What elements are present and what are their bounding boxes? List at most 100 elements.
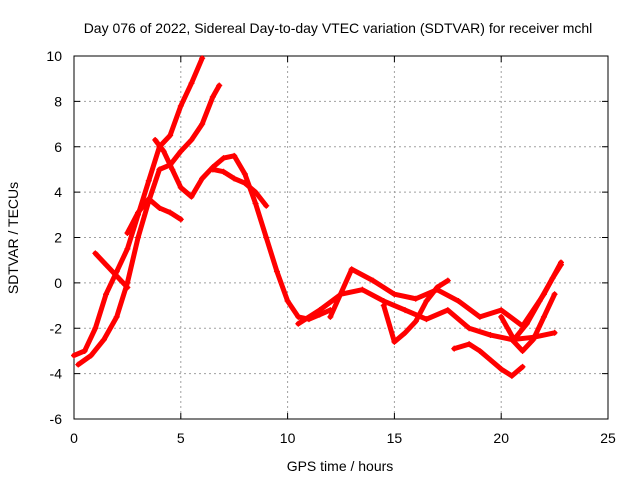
data-point	[295, 320, 302, 327]
data-point	[284, 298, 291, 305]
data-point	[71, 352, 77, 359]
y-tick-label: 4	[54, 184, 62, 200]
y-tick-label: 2	[54, 230, 62, 246]
data-point	[169, 166, 176, 173]
data-point	[549, 275, 556, 282]
y-tick-label: -4	[50, 366, 63, 382]
series-sat-c	[152, 136, 334, 323]
data-point	[498, 313, 505, 320]
series-sat-e	[209, 166, 270, 209]
data-point	[476, 347, 483, 354]
data-point	[199, 121, 206, 128]
data-point	[220, 168, 227, 175]
data-point	[220, 155, 227, 162]
data-point	[536, 298, 543, 305]
series-sat-j	[451, 341, 526, 379]
data-point	[92, 250, 99, 257]
y-tick-label: 8	[54, 93, 62, 109]
data-point	[252, 189, 259, 196]
series-trace	[152, 137, 333, 322]
data-point	[348, 266, 355, 273]
data-point	[177, 216, 184, 223]
data-point	[188, 80, 195, 87]
data-point	[231, 175, 238, 182]
data-point	[199, 175, 206, 182]
data-point	[498, 366, 505, 373]
data-point	[209, 166, 216, 173]
data-point	[145, 177, 152, 184]
series-sat-k	[498, 261, 565, 343]
y-tick-label: 6	[54, 139, 62, 155]
data-point	[359, 286, 366, 293]
axis-ticks	[73, 55, 609, 420]
data-point	[152, 136, 159, 143]
data-point	[412, 295, 419, 302]
data-point	[156, 205, 163, 212]
data-point	[466, 325, 473, 332]
series-trace	[92, 250, 130, 290]
data-point	[135, 209, 142, 216]
data-point	[103, 261, 110, 268]
data-point	[88, 352, 95, 359]
data-point	[113, 273, 120, 280]
y-tick-label: -6	[50, 411, 63, 427]
data-point	[402, 307, 409, 314]
data-point	[487, 332, 494, 339]
data-point	[455, 298, 462, 305]
data-point	[273, 268, 280, 275]
x-tick-label: 0	[70, 430, 78, 446]
x-tick-label: 25	[600, 430, 616, 446]
data-point	[423, 298, 430, 305]
series-sat-f	[92, 250, 131, 291]
data-point	[177, 184, 184, 191]
data-point	[113, 313, 120, 320]
data-point	[167, 209, 174, 216]
data-point	[498, 307, 505, 314]
data-point	[199, 55, 206, 62]
data-point	[209, 93, 216, 100]
series-sat-d	[124, 195, 184, 236]
x-tick-label: 5	[177, 430, 185, 446]
data-point	[167, 132, 174, 139]
data-point	[519, 363, 526, 370]
data-point	[241, 170, 248, 177]
x-tick-label: 20	[493, 430, 509, 446]
data-point	[124, 245, 131, 252]
data-point	[508, 372, 515, 379]
series-trace	[75, 82, 222, 368]
data-point	[402, 329, 409, 336]
data-point	[75, 361, 82, 368]
data-point	[530, 336, 537, 343]
y-tick-label: 0	[54, 275, 62, 291]
data-point	[476, 313, 483, 320]
data-point	[177, 102, 184, 109]
data-point	[124, 229, 131, 236]
data-point	[370, 277, 377, 284]
data-point	[231, 152, 238, 159]
data-series	[71, 55, 565, 379]
y-tick-labels: -6 -4 -2 0 2 4 6 8 10	[46, 48, 62, 427]
data-point	[540, 313, 547, 320]
data-point	[295, 313, 302, 320]
x-tick-label: 10	[280, 430, 296, 446]
data-point	[444, 277, 451, 284]
data-point	[145, 195, 152, 202]
data-point	[523, 320, 530, 327]
data-point	[423, 316, 430, 323]
series-trace	[210, 166, 269, 209]
data-point	[519, 347, 526, 354]
data-point	[508, 336, 515, 343]
data-point	[444, 307, 451, 314]
data-point	[466, 341, 473, 348]
data-point	[263, 202, 270, 209]
data-point	[188, 136, 195, 143]
data-point	[177, 148, 184, 155]
data-point	[100, 336, 107, 343]
y-axis-label: SDTVAR / TECUs	[5, 182, 21, 294]
series-trace	[124, 196, 184, 236]
data-point	[551, 291, 558, 298]
data-point	[160, 148, 167, 155]
series-trace	[327, 259, 564, 329]
series-sat-a	[71, 55, 206, 359]
